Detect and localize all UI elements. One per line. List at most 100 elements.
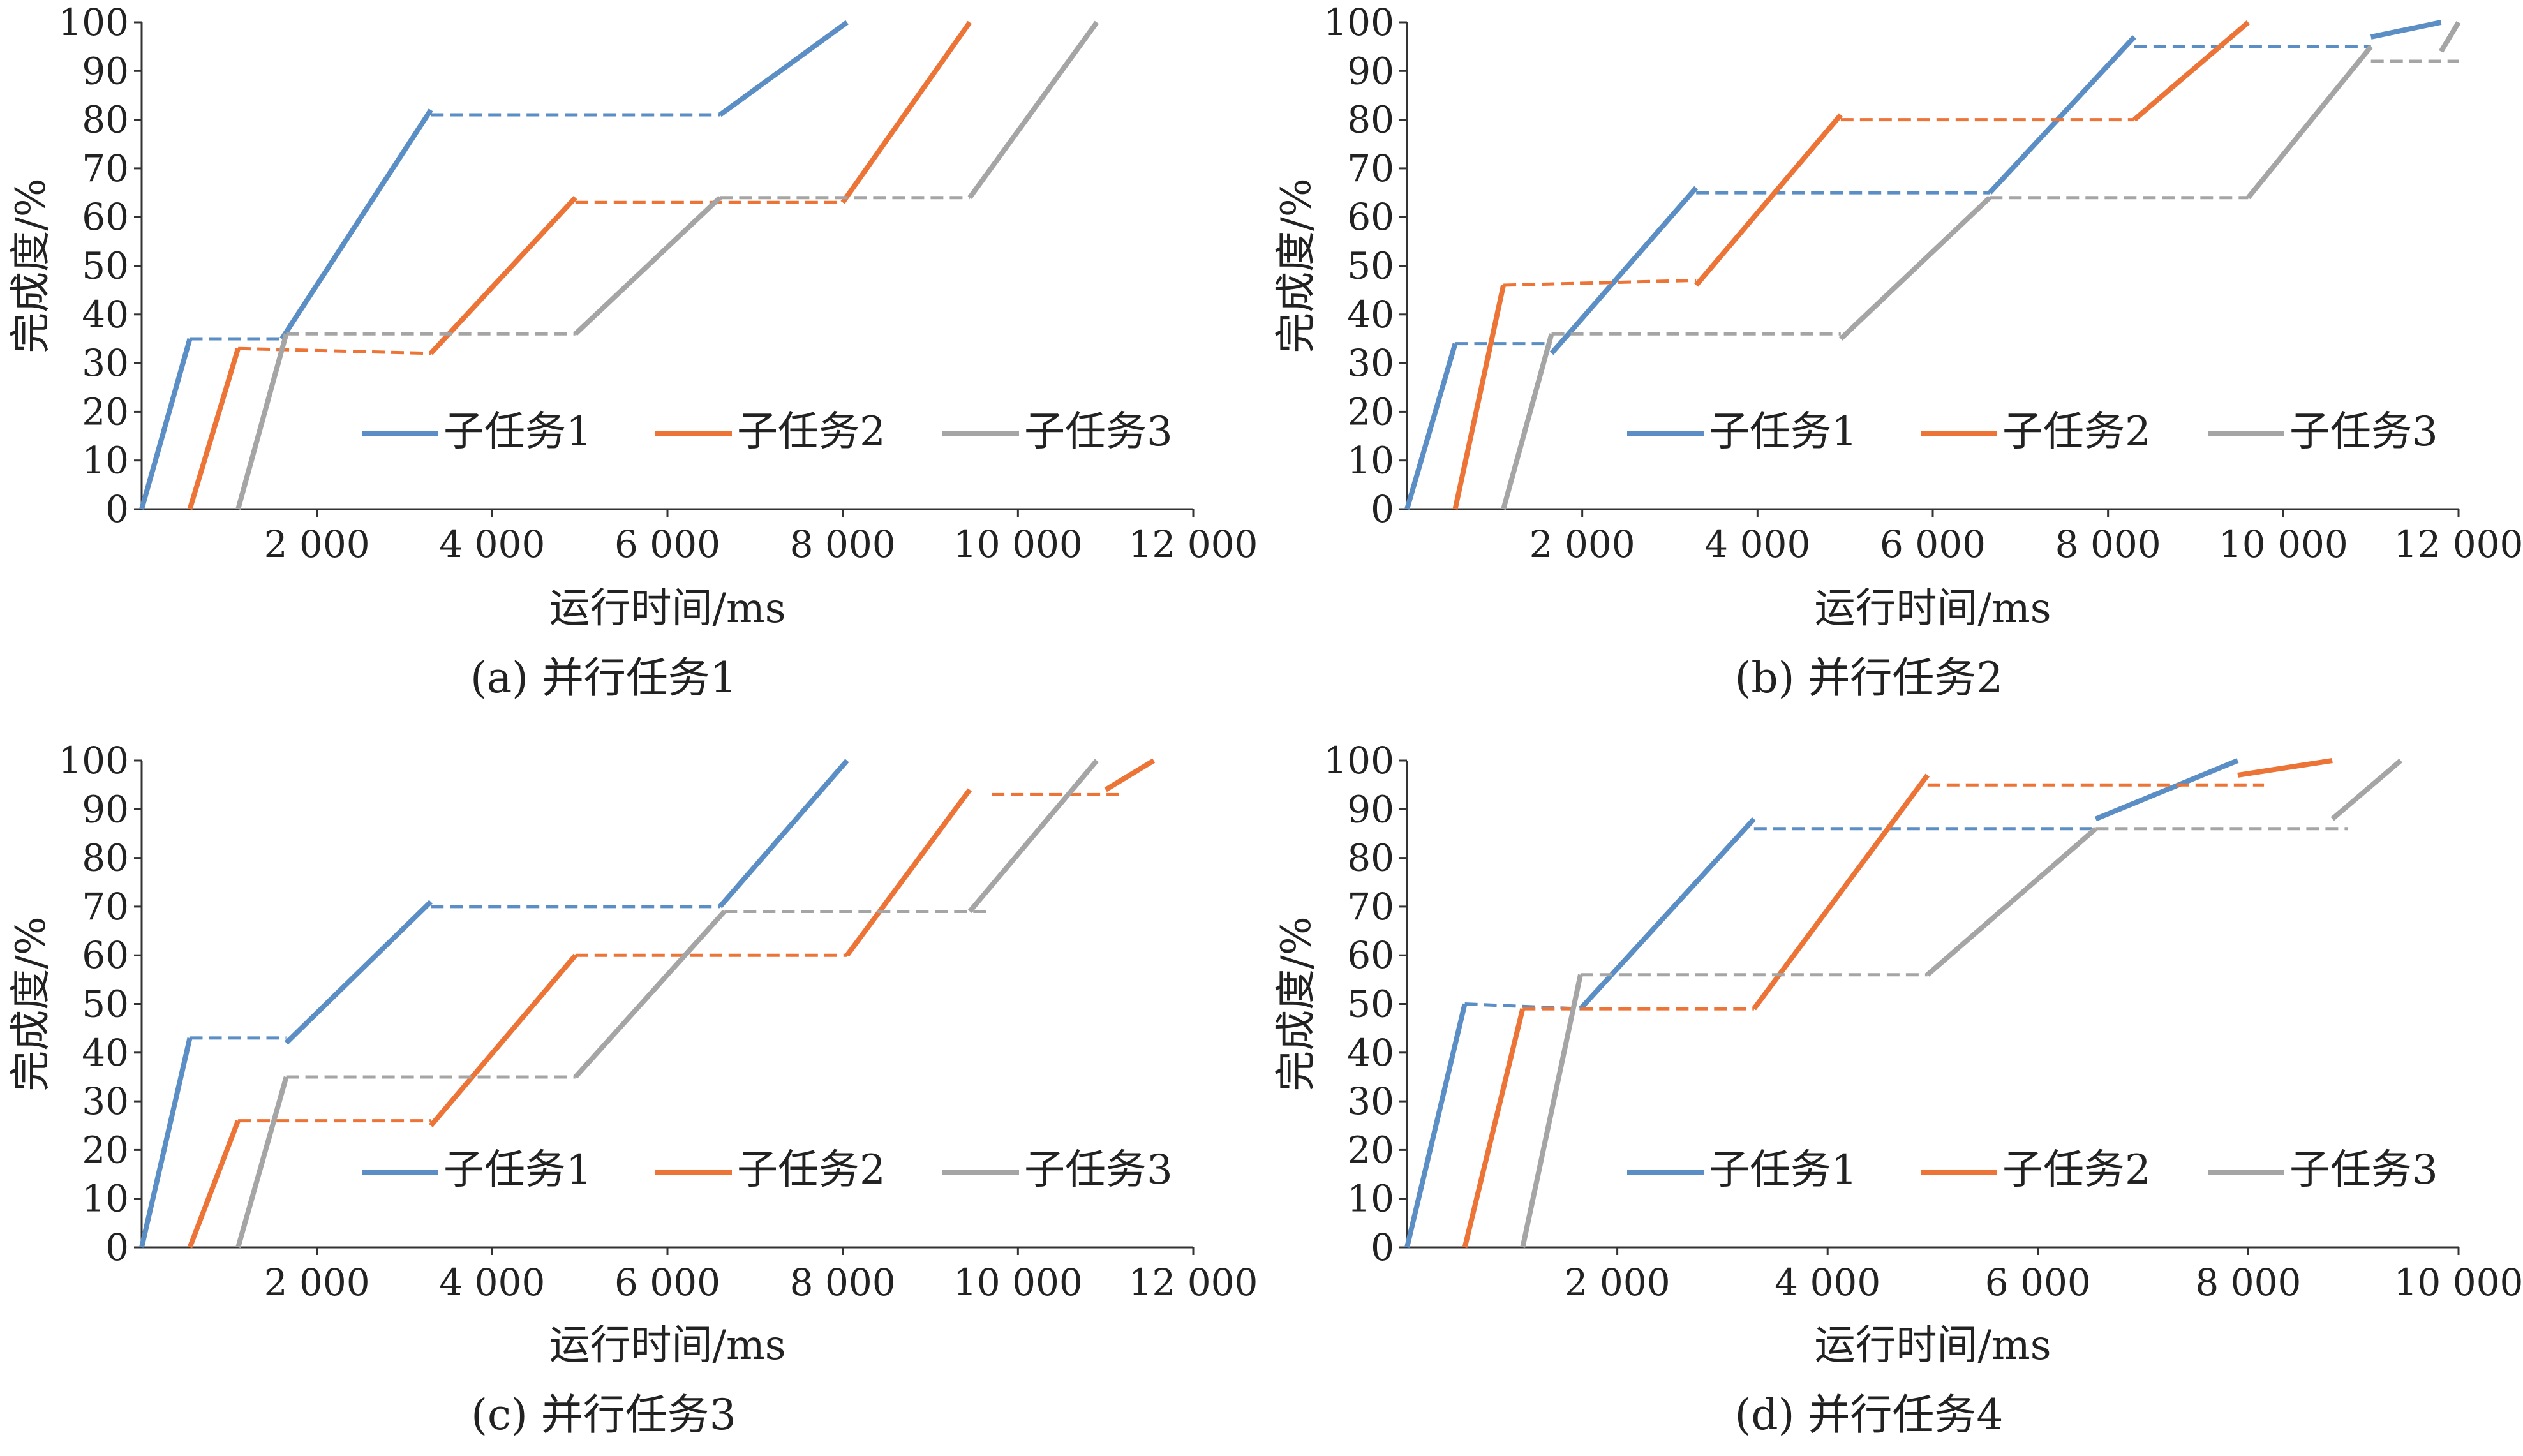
- legend-label-series-3: 子任务3: [1024, 1147, 1173, 1194]
- series-1-solid-segment: [279, 108, 433, 341]
- y-tick-label: 50: [82, 983, 129, 1026]
- y-tick-label: 100: [58, 1, 129, 44]
- series-1-solid-segment: [284, 900, 433, 1045]
- x-tick-label: 8 000: [2055, 523, 2161, 566]
- y-axis-label: 完成度/%: [1273, 916, 1320, 1091]
- legend-label-series-3: 子任务3: [2289, 408, 2438, 456]
- y-tick-label: 70: [82, 885, 129, 928]
- legend-label-series-3: 子任务3: [1024, 408, 1173, 456]
- x-tick-label: 10 000: [2394, 1261, 2523, 1304]
- x-tick-label: 12 000: [2394, 523, 2523, 566]
- legend-label-series-1: 子任务1: [443, 1147, 592, 1194]
- series-1-solid-segment: [1578, 817, 1756, 1011]
- y-tick-label: 30: [1347, 1080, 1394, 1123]
- series-1-solid-segment: [2370, 20, 2442, 40]
- series-2-solid-segment: [187, 1120, 241, 1249]
- y-tick-label: 90: [1347, 49, 1394, 93]
- y-tick-label: 70: [82, 147, 129, 190]
- y-tick-label: 60: [82, 195, 129, 239]
- y-axis-label: 完成度/%: [8, 916, 55, 1091]
- y-tick-label: 30: [1347, 341, 1394, 385]
- x-tick-label: 10 000: [953, 1261, 1083, 1304]
- series-3-solid-segment: [2439, 20, 2461, 53]
- y-tick-label: 40: [82, 1031, 129, 1074]
- series-3-solid-segment: [1926, 826, 2098, 977]
- chart-panel-1: 0 10 20 30 40 50 60 70 80 90 100 2 000 4 000 6 000 8 0…: [8, 1, 1258, 702]
- legend-label-series-1: 子任务1: [1709, 408, 1857, 456]
- y-tick-label: 10: [82, 1177, 129, 1221]
- series-2-dashed-segment: [1503, 278, 1697, 287]
- y-tick-label: 80: [1347, 836, 1394, 880]
- y-tick-label: 100: [1323, 739, 1394, 782]
- x-tick-label: 8 000: [790, 523, 896, 566]
- y-tick-label: 20: [82, 390, 129, 433]
- x-tick-label: 10 000: [953, 523, 1083, 566]
- series-1-solid-segment: [1404, 343, 1458, 510]
- x-axis-label: 运行时间/ms: [549, 1322, 785, 1369]
- x-tick-label: 12 000: [1129, 523, 1258, 566]
- y-tick-label: 0: [105, 1226, 129, 1269]
- series-2-solid-segment: [1104, 758, 1156, 792]
- series-1-solid-segment: [2094, 758, 2239, 822]
- legend-label-series-2: 子任务2: [737, 408, 886, 456]
- series-3-solid-segment: [967, 20, 1099, 200]
- x-tick-label: 6 000: [614, 1261, 720, 1304]
- y-tick-label: 10: [1347, 1177, 1394, 1221]
- y-tick-label: 80: [82, 836, 129, 880]
- y-axis-label: 完成度/%: [1273, 178, 1320, 353]
- y-tick-label: 90: [82, 49, 129, 93]
- series-3-solid-segment: [573, 909, 727, 1079]
- y-tick-label: 0: [105, 487, 129, 531]
- chart-panel-4: 0 10 20 30 40 50 60 70 80 90 100 2 000 4 000 6 000 8 0…: [1273, 739, 2523, 1439]
- y-tick-label: 20: [1347, 1128, 1394, 1171]
- series-2-solid-segment: [2237, 758, 2333, 778]
- y-tick-label: 40: [82, 293, 129, 336]
- y-tick-label: 60: [82, 933, 129, 977]
- y-tick-label: 40: [1347, 1031, 1394, 1074]
- series-1-solid-segment: [718, 20, 849, 117]
- x-tick-label: 4 000: [1704, 523, 1810, 566]
- series-3-solid-segment: [574, 195, 722, 336]
- chart-panel-3: 0 10 20 30 40 50 60 70 80 90 100 2 000 4 000 6 000 8 0…: [8, 739, 1258, 1439]
- y-tick-label: 70: [1347, 147, 1394, 190]
- series-3-solid-segment: [1520, 974, 1583, 1248]
- legend-label-series-2: 子任务2: [2002, 408, 2151, 456]
- series-2-solid-segment: [845, 788, 972, 957]
- y-tick-label: 90: [1347, 787, 1394, 831]
- x-tick-label: 8 000: [790, 1261, 896, 1304]
- series-3-solid-segment: [967, 759, 1099, 914]
- y-tick-label: 20: [82, 1128, 129, 1171]
- legend-label-series-2: 子任务2: [737, 1147, 886, 1194]
- x-tick-label: 4 000: [439, 523, 545, 566]
- y-tick-label: 50: [1347, 983, 1394, 1026]
- chart-caption: (b) 并行任务2: [1735, 653, 2004, 702]
- series-1-solid-segment: [718, 759, 849, 909]
- x-tick-label: 8 000: [2195, 1261, 2301, 1304]
- x-tick-label: 10 000: [2219, 523, 2348, 566]
- y-axis-label: 完成度/%: [8, 178, 55, 353]
- series-2-solid-segment: [1694, 113, 1843, 287]
- y-tick-label: 0: [1371, 1226, 1394, 1269]
- series-3-solid-segment: [235, 1076, 289, 1249]
- y-tick-label: 90: [82, 787, 129, 831]
- legend-label-series-2: 子任务2: [2002, 1147, 2151, 1194]
- series-3-solid-segment: [1501, 333, 1554, 510]
- series-2-solid-segment: [187, 348, 241, 510]
- series-1-solid-segment: [139, 1037, 193, 1248]
- x-tick-label: 6 000: [1880, 523, 1986, 566]
- y-tick-label: 10: [1347, 439, 1394, 482]
- x-tick-label: 6 000: [1985, 1261, 2091, 1304]
- series-2-solid-segment: [1452, 285, 1507, 510]
- y-tick-label: 60: [1347, 195, 1394, 239]
- series-1-solid-segment: [1549, 186, 1699, 355]
- chart-caption: (d) 并行任务4: [1735, 1390, 2004, 1439]
- y-tick-label: 80: [1347, 98, 1394, 142]
- series-2-solid-segment: [2132, 20, 2250, 122]
- y-tick-label: 60: [1347, 933, 1394, 977]
- legend-label-series-3: 子任务3: [2289, 1147, 2438, 1194]
- x-axis-label: 运行时间/ms: [1814, 585, 2051, 632]
- y-tick-label: 50: [82, 244, 129, 288]
- series-2-solid-segment: [840, 20, 972, 204]
- series-2-solid-segment: [1462, 1008, 1526, 1248]
